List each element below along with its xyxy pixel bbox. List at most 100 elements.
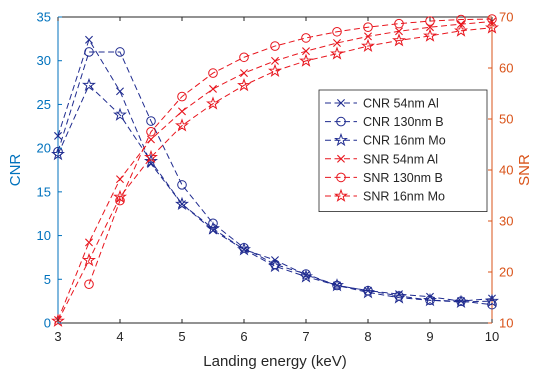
data-point: [82, 77, 96, 92]
data-point: [394, 18, 404, 29]
left-y-tick-label: 30: [37, 53, 51, 68]
series-line: [88, 18, 493, 285]
data-point: [239, 52, 249, 63]
series-3: [51, 77, 499, 308]
right-y-tick-label: 10: [499, 316, 513, 331]
data-point: [84, 279, 94, 290]
data-point: [177, 180, 187, 190]
data-point: [299, 53, 313, 67]
legend-label: CNR 130nm B: [363, 115, 444, 129]
series-layer: [51, 14, 499, 327]
data-point: [395, 27, 403, 36]
legend-entry: SNR 54nm Al: [325, 152, 438, 166]
data-point: [392, 33, 406, 47]
legend: CNR 54nm Al CNR 130nm B CNR 16nm Mo SNR 54n…: [318, 89, 488, 212]
right-y-tick-label: 40: [499, 163, 513, 178]
data-point: [487, 299, 497, 310]
data-point: [113, 189, 127, 203]
legend-entry: SNR 130nm B: [325, 171, 443, 185]
x-tick-label: 9: [426, 329, 433, 344]
data-point: [54, 131, 62, 140]
right-y-tick-label: 60: [499, 61, 513, 76]
data-point: [330, 46, 344, 60]
data-point: [271, 56, 279, 65]
data-point: [301, 33, 311, 43]
right-y-tick-label: 50: [499, 112, 513, 127]
data-point: [423, 292, 437, 307]
data-point: [425, 16, 435, 26]
legend-entry: CNR 54nm Al: [325, 97, 439, 111]
data-point: [426, 292, 434, 301]
data-point: [144, 149, 158, 164]
legend-label: SNR 130nm B: [363, 171, 443, 185]
data-point: [330, 278, 344, 292]
data-point: [454, 23, 468, 37]
data-point: [361, 285, 375, 299]
legend-label: SNR 16nm Mo: [363, 190, 445, 204]
x-tick-label: 10: [485, 329, 499, 344]
right-y-tick-label: 30: [499, 214, 513, 229]
series-line: [57, 84, 493, 303]
data-point: [485, 20, 499, 34]
data-point: [363, 22, 373, 33]
data-point: [208, 218, 218, 229]
series-line: [57, 27, 493, 322]
data-point: [392, 290, 406, 304]
data-point: [333, 39, 341, 47]
data-point: [209, 84, 217, 93]
legend-entry: CNR 130nm B: [325, 115, 444, 129]
data-point: [115, 195, 125, 206]
data-point: [361, 38, 375, 52]
data-point: [237, 242, 251, 256]
data-point: [299, 269, 313, 283]
legend-marker: [336, 172, 346, 183]
data-point: [115, 47, 125, 57]
data-point: [84, 47, 94, 57]
series-6: [51, 20, 499, 327]
data-point: [51, 146, 65, 161]
tick-layer: 3 4 5 6 7 8 9 10 0 5 10 15 20 25 30 35 10 20 30 40 50 60 70: [37, 10, 514, 345]
data-point: [177, 91, 187, 102]
x-tick-label: 7: [302, 329, 309, 344]
x-tick-label: 4: [116, 329, 123, 344]
x-tick-label: 6: [240, 329, 247, 344]
data-point: [178, 107, 186, 116]
data-point: [82, 252, 96, 267]
data-point: [175, 196, 189, 211]
right-y-tick-label: 20: [499, 265, 513, 280]
left-y-axis-title: CNR: [7, 154, 24, 187]
data-point: [85, 35, 93, 44]
data-point: [240, 69, 248, 78]
legend-label: CNR 54nm Al: [363, 97, 439, 111]
left-y-tick-label: 0: [44, 316, 51, 331]
data-point: [268, 258, 282, 273]
x-axis-title: Landing energy (keV): [203, 353, 346, 370]
data-point: [85, 238, 93, 247]
data-point: [237, 78, 251, 92]
data-point: [206, 221, 220, 235]
data-point: [116, 175, 124, 184]
x-tick-label: 8: [364, 329, 371, 344]
left-y-tick-label: 5: [44, 272, 51, 287]
left-y-tick-label: 10: [37, 228, 51, 243]
data-point: [268, 63, 282, 77]
data-point: [208, 68, 218, 78]
data-point: [270, 41, 280, 51]
data-point: [144, 153, 158, 168]
right-y-tick-label: 70: [499, 10, 513, 25]
legend-marker: [334, 132, 348, 147]
data-point: [423, 28, 437, 42]
left-y-tick-label: 15: [37, 184, 51, 199]
left-y-tick-label: 35: [37, 10, 51, 25]
legend-marker: [337, 99, 345, 107]
data-point: [485, 293, 499, 308]
data-point: [113, 107, 127, 121]
legend-label: CNR 16nm Mo: [363, 134, 446, 148]
right-y-axis-title: SNR: [516, 154, 533, 186]
data-point: [116, 87, 124, 96]
data-point: [454, 294, 468, 308]
data-point: [302, 47, 310, 56]
series-line: [57, 51, 493, 306]
data-point: [147, 135, 155, 144]
